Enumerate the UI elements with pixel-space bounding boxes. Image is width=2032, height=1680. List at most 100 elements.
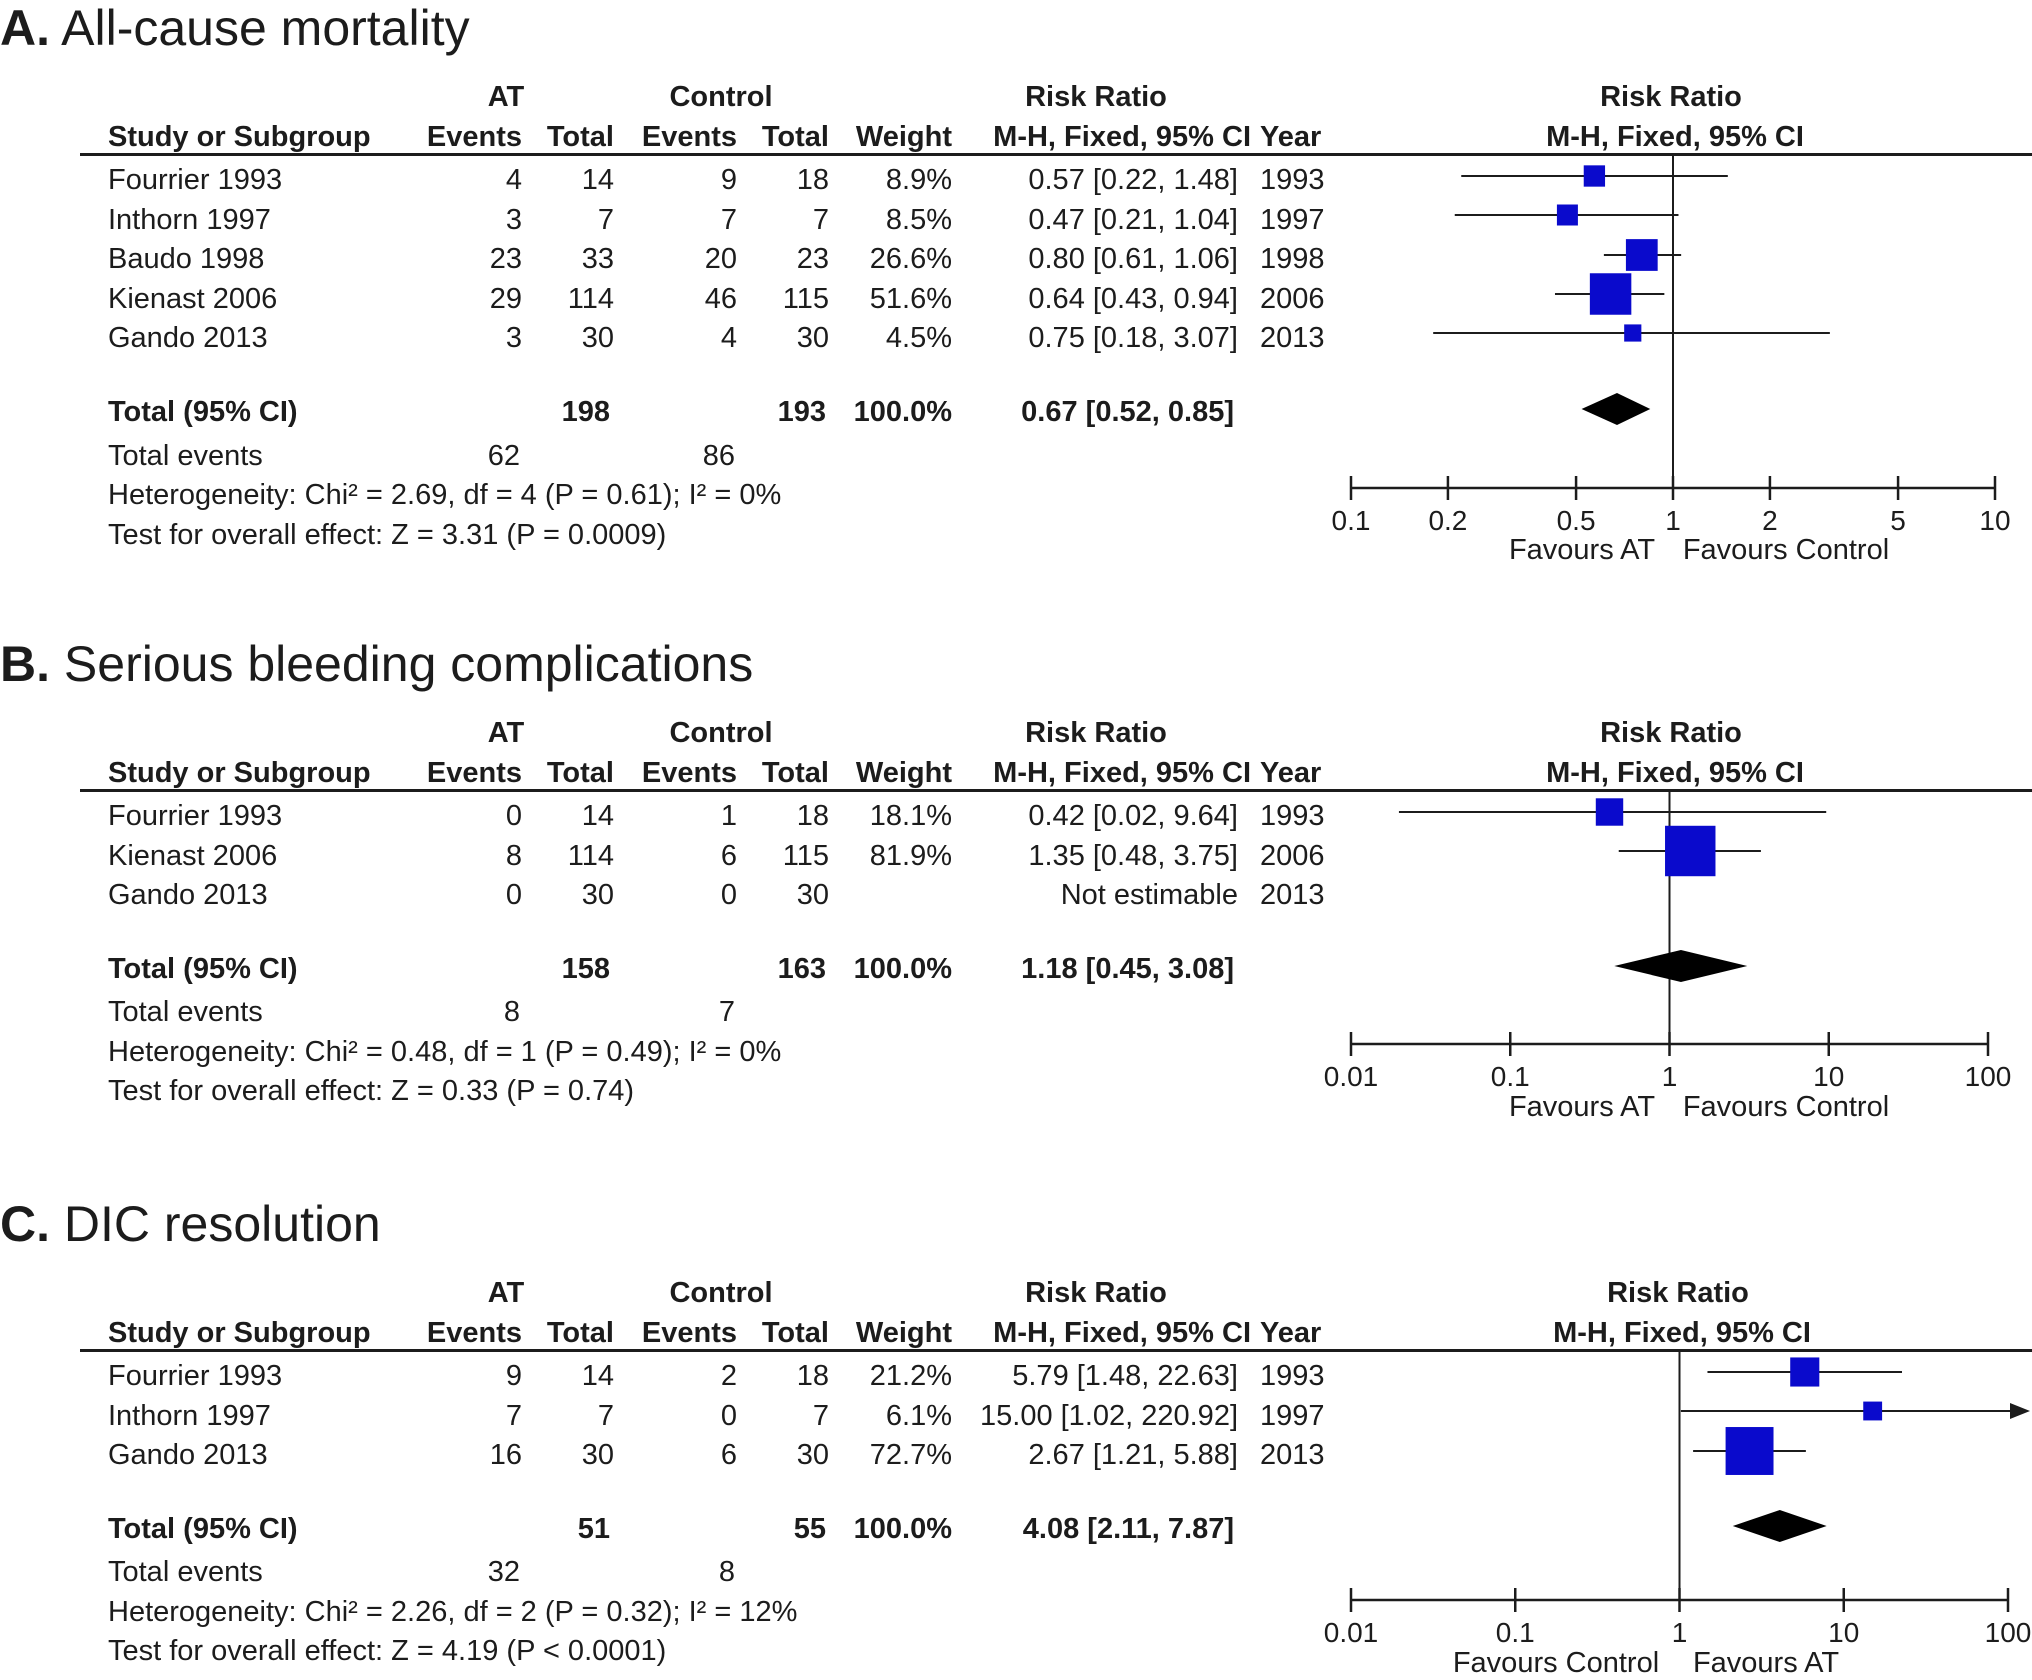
ctl-total: 30 (796, 322, 829, 354)
group-control-label: Control (669, 81, 773, 113)
x-axis-tick-label: 0.01 (1324, 1061, 1379, 1092)
ctl-total: 7 (812, 204, 829, 236)
year: 2013 (1260, 879, 1325, 911)
ctl-total: 7 (812, 1400, 829, 1432)
x-axis-tick-label: 1 (1672, 1617, 1688, 1648)
heterogeneity-text: Heterogeneity: Chi² = 2.26, df = 2 (P = … (108, 1596, 798, 1628)
panel-letter: C. (0, 1196, 50, 1252)
ctl-total-sum: 163 (777, 953, 826, 985)
year: 2006 (1260, 283, 1325, 315)
favours-left-label: Favours AT (1508, 1091, 1656, 1123)
at-total: 30 (581, 322, 614, 354)
study-marker (1556, 204, 1578, 226)
x-axis-tick-label: 0.1 (1496, 1617, 1535, 1648)
at-total-sum: 158 (561, 953, 610, 985)
at-events: 3 (505, 322, 522, 354)
at-total-header: Total (546, 757, 614, 789)
year: 2013 (1260, 322, 1325, 354)
ci-arrow (2010, 1403, 2030, 1419)
weight: 8.9% (885, 164, 952, 196)
at-total: 30 (581, 1439, 614, 1471)
x-axis-tick-label: 0.1 (1332, 505, 1371, 536)
x-axis-tick-label: 0.01 (1324, 1617, 1379, 1648)
favours-right-label: Favours Control (1682, 1091, 1890, 1123)
study-marker (1624, 324, 1642, 342)
total-events-label: Total events (108, 1556, 263, 1588)
weight: 72.7% (869, 1439, 952, 1471)
study-name: Fourrier 1993 (108, 164, 283, 196)
study-header: Study or Subgroup (108, 757, 371, 789)
study-marker (1725, 1427, 1774, 1475)
at-total: 30 (581, 879, 614, 911)
ctl-events-sum: 7 (718, 996, 735, 1028)
panel-b: B. Serious bleeding complications AT Con… (0, 636, 2032, 1156)
header-divider (80, 1349, 2032, 1352)
overall-effect-text: Test for overall effect: Z = 0.33 (P = 0… (108, 1075, 635, 1107)
pooled-risk-ratio: 0.67 [0.52, 0.85] (1021, 396, 1234, 428)
x-axis-tick-label: 0.2 (1428, 505, 1467, 536)
favours-right-label: Favours Control (1682, 534, 1890, 566)
weight-header: Weight (855, 757, 952, 789)
study-name: Kienast 2006 (108, 283, 278, 315)
x-axis-tick-label: 5 (1890, 505, 1906, 536)
weight: 26.6% (869, 243, 952, 275)
risk-ratio: 0.42 [0.02, 9.64] (1028, 800, 1238, 832)
favours-right-label: Favours AT (1692, 1647, 1840, 1679)
group-control-label: Control (669, 717, 773, 749)
pooled-diamond (1581, 393, 1651, 425)
weight: 6.1% (885, 1400, 952, 1432)
x-axis-tick-label: 100 (1965, 1061, 2012, 1092)
study-marker (1863, 1401, 1883, 1421)
ctl-events-sum: 86 (702, 440, 735, 472)
ctl-events-header: Events (641, 757, 737, 789)
weight-header: Weight (855, 121, 952, 153)
ctl-total: 18 (796, 1360, 829, 1392)
forest-rr-header: Risk Ratio (1600, 81, 1742, 113)
x-axis-tick-label: 10 (1813, 1061, 1844, 1092)
x-axis-tick-label: 10 (1979, 505, 2010, 536)
weight: 21.2% (869, 1360, 952, 1392)
panel-letter: A. (0, 0, 50, 56)
at-events-header: Events (426, 1317, 522, 1349)
x-axis-tick-label: 10 (1828, 1617, 1859, 1648)
forest-plot: 0.01 0.1 1 10 100 (1324, 792, 2011, 1092)
at-total: 14 (581, 164, 614, 196)
total-label: Total (95% CI) (108, 1513, 298, 1545)
study-marker (1665, 825, 1716, 877)
study-name: Baudo 1998 (108, 243, 265, 275)
ctl-total-header: Total (761, 757, 829, 789)
year: 2013 (1260, 1439, 1325, 1471)
ctl-events: 9 (720, 164, 737, 196)
risk-ratio: 0.47 [0.21, 1.04] (1028, 204, 1238, 236)
risk-ratio: 0.80 [0.61, 1.06] (1028, 243, 1238, 275)
ctl-events: 46 (704, 283, 737, 315)
rr-header: Risk Ratio (1025, 1277, 1167, 1309)
at-total: 14 (581, 800, 614, 832)
at-events: 23 (489, 243, 522, 275)
header-divider (80, 789, 2032, 792)
panel-title-text: DIC resolution (63, 1196, 381, 1252)
year: 1993 (1260, 800, 1325, 832)
ctl-total: 115 (782, 283, 829, 315)
ctl-events: 7 (720, 204, 737, 236)
ctl-events: 6 (720, 840, 737, 872)
header-divider (80, 153, 2032, 156)
x-axis-tick-label: 0.1 (1491, 1061, 1530, 1092)
ctl-events: 1 (720, 800, 737, 832)
study-name: Gando 2013 (108, 879, 268, 911)
pooled-risk-ratio: 4.08 [2.11, 7.87] (1022, 1513, 1234, 1545)
ctl-events-header: Events (641, 1317, 737, 1349)
group-at-label: AT (487, 717, 525, 749)
at-events-header: Events (426, 757, 522, 789)
heterogeneity-text: Heterogeneity: Chi² = 0.48, df = 1 (P = … (108, 1036, 782, 1068)
at-events: 0 (505, 879, 522, 911)
ctl-events: 6 (720, 1439, 737, 1471)
ctl-total: 115 (782, 840, 829, 872)
favours-left-label: Favours AT (1508, 534, 1656, 566)
ctl-events: 2 (720, 1360, 737, 1392)
weight: 81.9% (869, 840, 952, 872)
study-name: Kienast 2006 (108, 840, 278, 872)
ctl-events: 0 (720, 879, 737, 911)
study-header: Study or Subgroup (108, 121, 371, 153)
group-at-label: AT (487, 81, 525, 113)
